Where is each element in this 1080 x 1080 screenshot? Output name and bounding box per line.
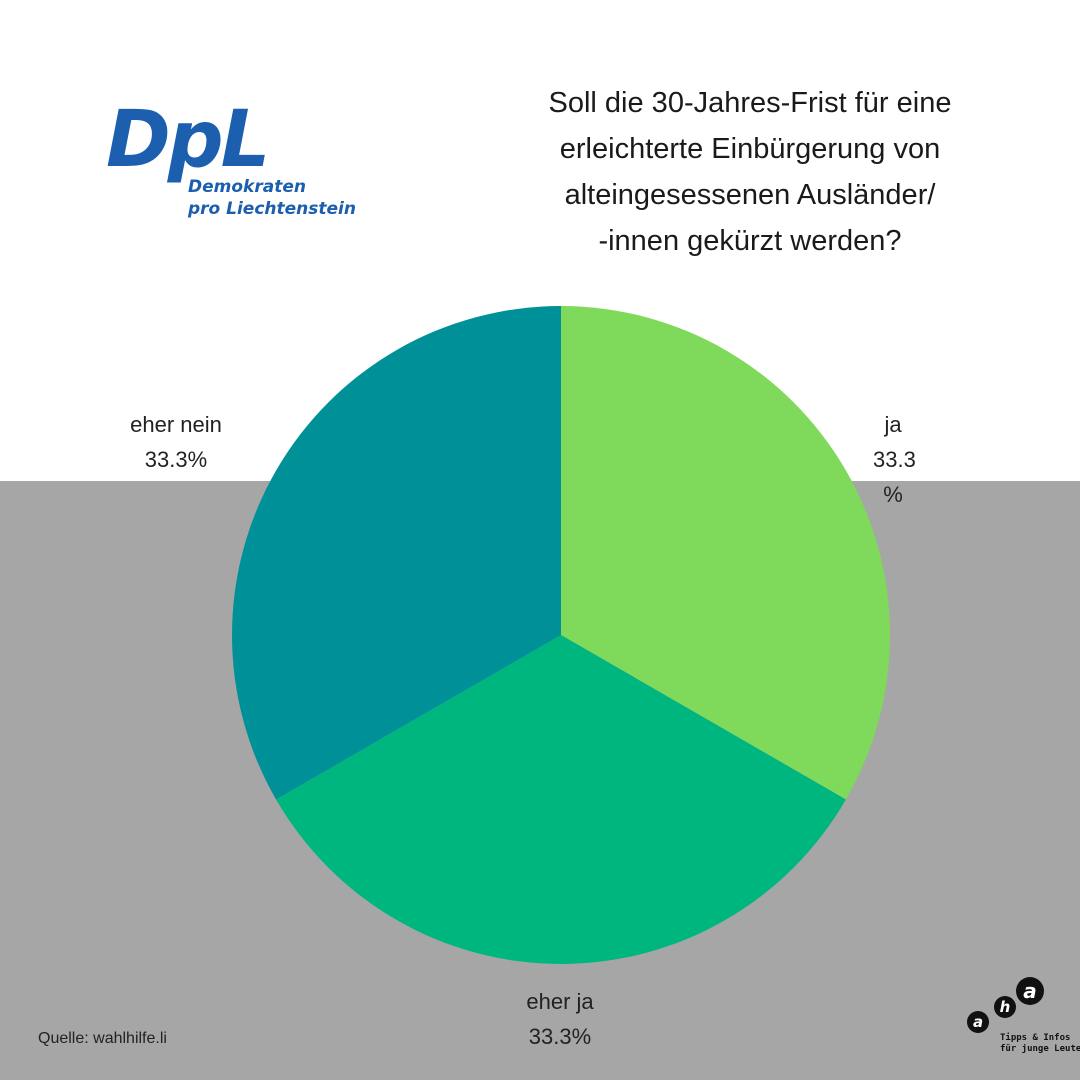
slice-value: 33.3% (144, 447, 208, 472)
aha-letter-a1: a (973, 1013, 983, 1031)
aha-letter-a2: a (1023, 979, 1037, 1003)
slice-value: 33.3% (528, 1024, 592, 1049)
aha-tagline1: Tipps & Infos (1000, 1033, 1071, 1043)
slice-value: 33.3 % (873, 447, 916, 507)
chart-title-line: Soll die 30-Jahres-Frist für eine (548, 87, 952, 119)
slice-name: ja (884, 412, 902, 437)
dpl-logo-line1: Demokraten (188, 177, 306, 197)
slice-label-ja: ja 33.3 % (853, 407, 933, 512)
slice-label-eher-nein: eher nein 33.3% (96, 407, 256, 477)
pie-slice-ja (561, 306, 890, 800)
dpl-logo-line2: pro Liechtenstein (188, 199, 356, 219)
slice-label-eher-ja: eher ja 33.3% (480, 984, 640, 1054)
dpl-logo-mark: DpL (106, 95, 270, 185)
dpl-logo: DpL Demokraten pro Liechtenstein (100, 95, 370, 225)
source-note: Quelle: wahlhilfe.li (38, 1030, 167, 1047)
aha-logo: a h a Tipps & Infos für junge Leute (962, 975, 1080, 1060)
slice-name: eher ja (526, 989, 594, 1014)
chart-title-line: -innen gekürzt werden? (598, 225, 902, 257)
aha-letter-h: h (1000, 998, 1011, 1016)
slice-name: eher nein (130, 412, 222, 437)
aha-tagline2: für junge Leute (1000, 1044, 1080, 1054)
chart-title: Soll die 30-Jahres-Frist für eine erleic… (470, 80, 1030, 264)
aha-logo-mark: a h a (967, 977, 1044, 1033)
pie-slice-eher-nein (232, 306, 561, 800)
chart-title-line: alteingesessenen Ausländer/ (564, 179, 936, 211)
chart-title-line: erleichterte Einbürgerung von (559, 133, 941, 165)
